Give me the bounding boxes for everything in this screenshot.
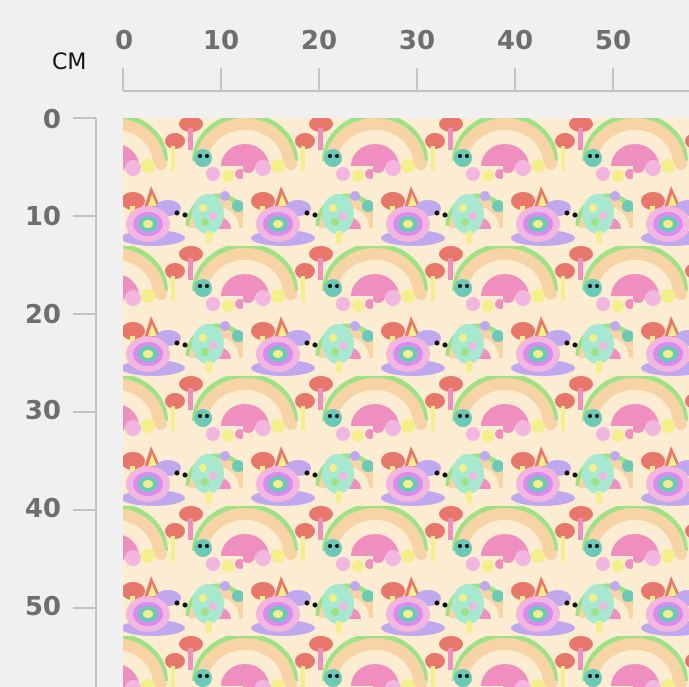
left-tick xyxy=(73,607,96,609)
top-tick-label: 50 xyxy=(594,26,632,56)
left-tick-label: 20 xyxy=(24,300,61,330)
left-tick xyxy=(73,509,96,511)
top-tick-label: 10 xyxy=(202,26,240,56)
left-ruler-line xyxy=(95,118,97,687)
top-tick xyxy=(318,68,320,91)
left-tick xyxy=(73,313,96,315)
top-tick-label: 20 xyxy=(300,26,338,56)
fabric-preview xyxy=(123,118,689,687)
left-tick xyxy=(73,117,96,119)
top-tick-label: 0 xyxy=(114,26,134,56)
top-tick xyxy=(514,68,516,91)
left-tick-label: 0 xyxy=(42,105,61,135)
left-tick-label: 30 xyxy=(24,396,61,426)
top-tick xyxy=(416,68,418,91)
top-tick xyxy=(612,68,614,91)
unit-label: CM xyxy=(52,50,87,75)
left-tick-label: 40 xyxy=(24,494,61,524)
top-tick-label: 30 xyxy=(398,26,436,56)
top-tick xyxy=(122,68,124,91)
left-tick xyxy=(73,215,96,217)
left-tick-label: 50 xyxy=(24,592,61,622)
fabric-pattern xyxy=(123,118,689,687)
left-tick-label: 10 xyxy=(24,202,61,232)
top-tick xyxy=(220,68,222,91)
top-ruler-line xyxy=(123,90,689,92)
top-tick-label: 40 xyxy=(496,26,534,56)
left-tick xyxy=(73,411,96,413)
